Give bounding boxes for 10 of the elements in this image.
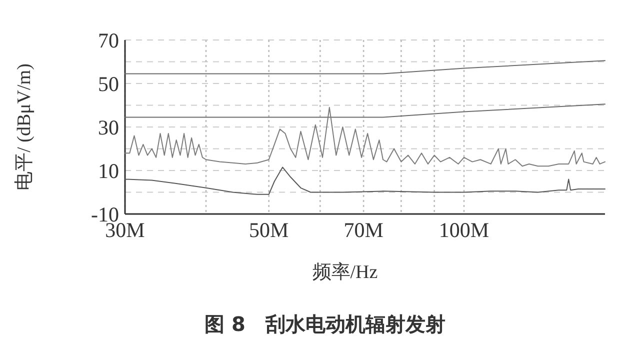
x-tick-label: 70M — [344, 218, 384, 242]
x-axis-title: 频率/Hz — [312, 261, 378, 283]
y-axis-title: 电平/ (dBμV/m) — [14, 64, 35, 190]
x-tick-label: 50M — [248, 218, 289, 242]
y-tick-label: 50 — [98, 72, 119, 96]
y-tick-label: 70 — [98, 28, 119, 52]
y-tick-label: 30 — [98, 115, 119, 140]
y-tick-label: 10 — [98, 158, 119, 183]
text: 图 8 刮水电动机辐射发射 — [204, 312, 446, 336]
x-tick-label: 100M — [438, 218, 490, 242]
